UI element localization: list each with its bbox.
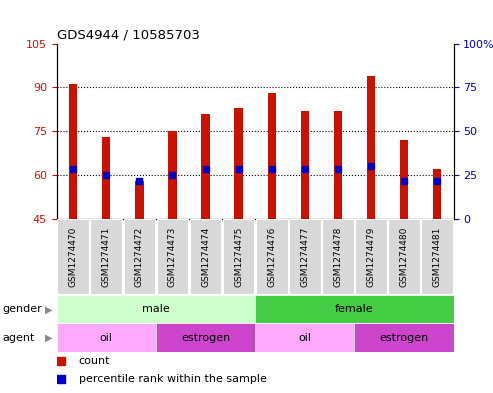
Text: estrogen: estrogen: [181, 332, 230, 343]
Bar: [289, 219, 320, 294]
Bar: [388, 219, 420, 294]
Bar: [157, 219, 188, 294]
Text: GSM1274474: GSM1274474: [201, 227, 210, 287]
Bar: [57, 219, 89, 294]
Text: ▶: ▶: [45, 332, 53, 343]
Bar: [102, 137, 110, 219]
Bar: [255, 295, 454, 323]
Bar: [354, 323, 454, 352]
Bar: [433, 169, 441, 219]
Bar: [57, 295, 255, 323]
Text: GSM1274471: GSM1274471: [102, 227, 111, 287]
Text: GSM1274481: GSM1274481: [432, 227, 442, 287]
Text: GSM1274476: GSM1274476: [267, 227, 276, 287]
Text: oil: oil: [100, 332, 113, 343]
Bar: [156, 323, 255, 352]
Bar: [235, 108, 243, 219]
Text: GSM1274473: GSM1274473: [168, 227, 177, 287]
Bar: [90, 219, 122, 294]
Text: GSM1274475: GSM1274475: [234, 227, 243, 287]
Text: percentile rank within the sample: percentile rank within the sample: [78, 374, 266, 384]
Bar: [124, 219, 155, 294]
Bar: [223, 219, 254, 294]
Text: GSM1274477: GSM1274477: [300, 227, 309, 287]
Bar: [301, 111, 309, 219]
Bar: [69, 84, 77, 219]
Bar: [201, 114, 210, 219]
Text: GSM1274472: GSM1274472: [135, 227, 144, 287]
Text: GSM1274470: GSM1274470: [69, 227, 78, 287]
Text: count: count: [78, 356, 110, 367]
Bar: [400, 140, 408, 219]
Bar: [190, 219, 221, 294]
Bar: [421, 219, 453, 294]
Text: GDS4944 / 10585703: GDS4944 / 10585703: [57, 28, 200, 41]
Text: female: female: [335, 304, 374, 314]
Text: GSM1274478: GSM1274478: [333, 227, 342, 287]
Bar: [367, 76, 375, 219]
Bar: [334, 111, 342, 219]
Bar: [135, 181, 143, 219]
Bar: [256, 219, 287, 294]
Bar: [268, 93, 276, 219]
Text: ▶: ▶: [45, 304, 53, 314]
Bar: [355, 219, 387, 294]
Text: estrogen: estrogen: [379, 332, 428, 343]
Text: male: male: [142, 304, 170, 314]
Text: GSM1274480: GSM1274480: [399, 227, 409, 287]
Bar: [255, 323, 354, 352]
Bar: [57, 323, 156, 352]
Text: GSM1274479: GSM1274479: [366, 227, 375, 287]
Text: gender: gender: [2, 304, 42, 314]
Bar: [168, 131, 176, 219]
Text: agent: agent: [2, 332, 35, 343]
Bar: [322, 219, 353, 294]
Text: oil: oil: [298, 332, 311, 343]
